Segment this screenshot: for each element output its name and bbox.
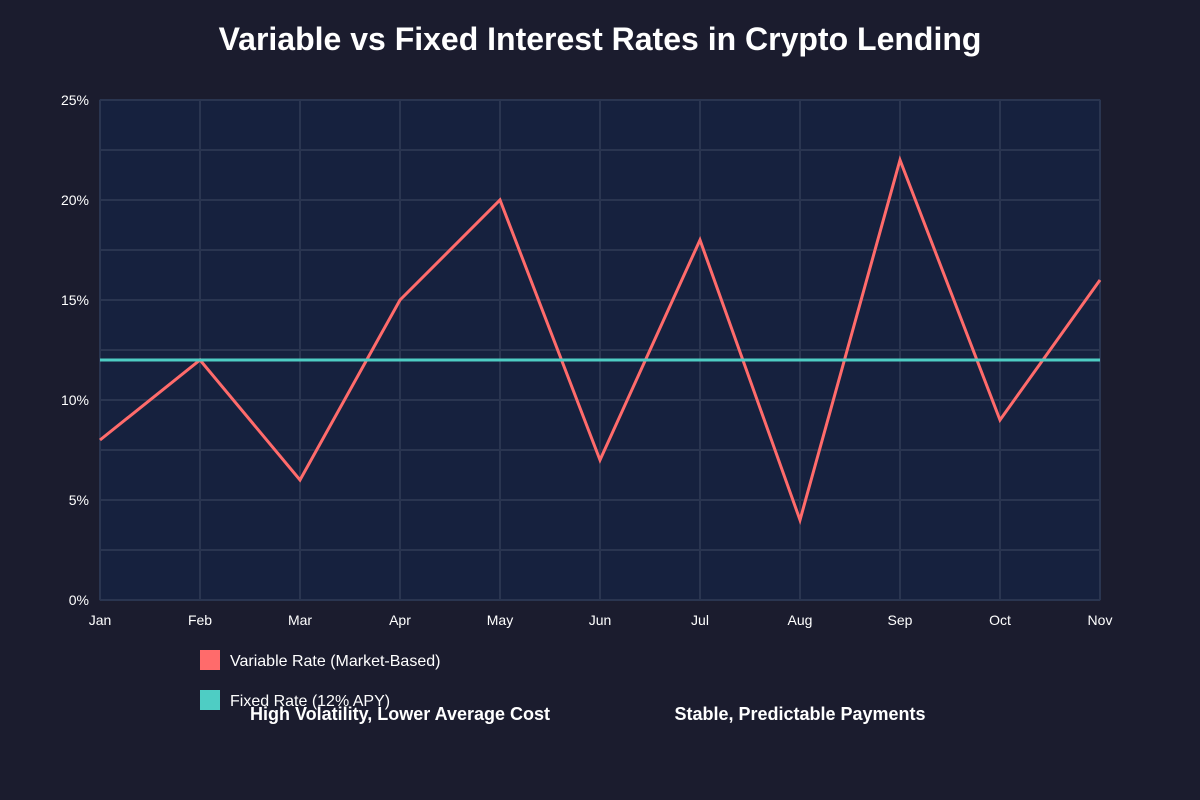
x-tick-label: Jul xyxy=(691,612,709,628)
y-tick-label: 10% xyxy=(61,392,89,408)
legend-swatch-variable xyxy=(200,650,220,670)
x-tick-label: Sep xyxy=(888,612,913,628)
y-tick-label: 5% xyxy=(69,492,89,508)
x-axis: Jan Feb Mar Apr May Jun Jul Aug Sep Oct Nov xyxy=(89,612,1113,628)
annotation-fixed: Stable, Predictable Payments xyxy=(674,704,925,724)
y-tick-label: 15% xyxy=(61,292,89,308)
annotation-variable: High Volatility, Lower Average Cost xyxy=(250,704,550,724)
x-tick-label: Aug xyxy=(788,612,813,628)
legend-label-fixed: Fixed Rate (12% APY) xyxy=(230,693,390,710)
x-tick-label: Oct xyxy=(989,612,1011,628)
x-tick-label: May xyxy=(487,612,513,628)
grid-lines xyxy=(99,99,1101,601)
series-line-variable xyxy=(99,155,1102,525)
x-tick-label: Nov xyxy=(1088,612,1113,628)
y-tick-label: 0% xyxy=(69,592,89,608)
y-axis: 0% 5% 10% 15% 20% 25% xyxy=(61,92,89,608)
chart-title: Variable vs Fixed Interest Rates in Cryp… xyxy=(219,21,982,57)
x-tick-label: Feb xyxy=(188,612,212,628)
x-tick-label: Jan xyxy=(89,612,112,628)
x-tick-label: Apr xyxy=(389,612,411,628)
x-tick-label: Jun xyxy=(589,612,612,628)
legend-swatch-fixed xyxy=(200,690,220,710)
x-tick-label: Mar xyxy=(288,612,312,628)
y-tick-label: 20% xyxy=(61,192,89,208)
legend: Variable Rate (Market-Based) Fixed Rate … xyxy=(200,650,440,710)
legend-label-variable: Variable Rate (Market-Based) xyxy=(230,653,440,670)
series-lines xyxy=(99,155,1102,525)
y-tick-label: 25% xyxy=(61,92,89,108)
